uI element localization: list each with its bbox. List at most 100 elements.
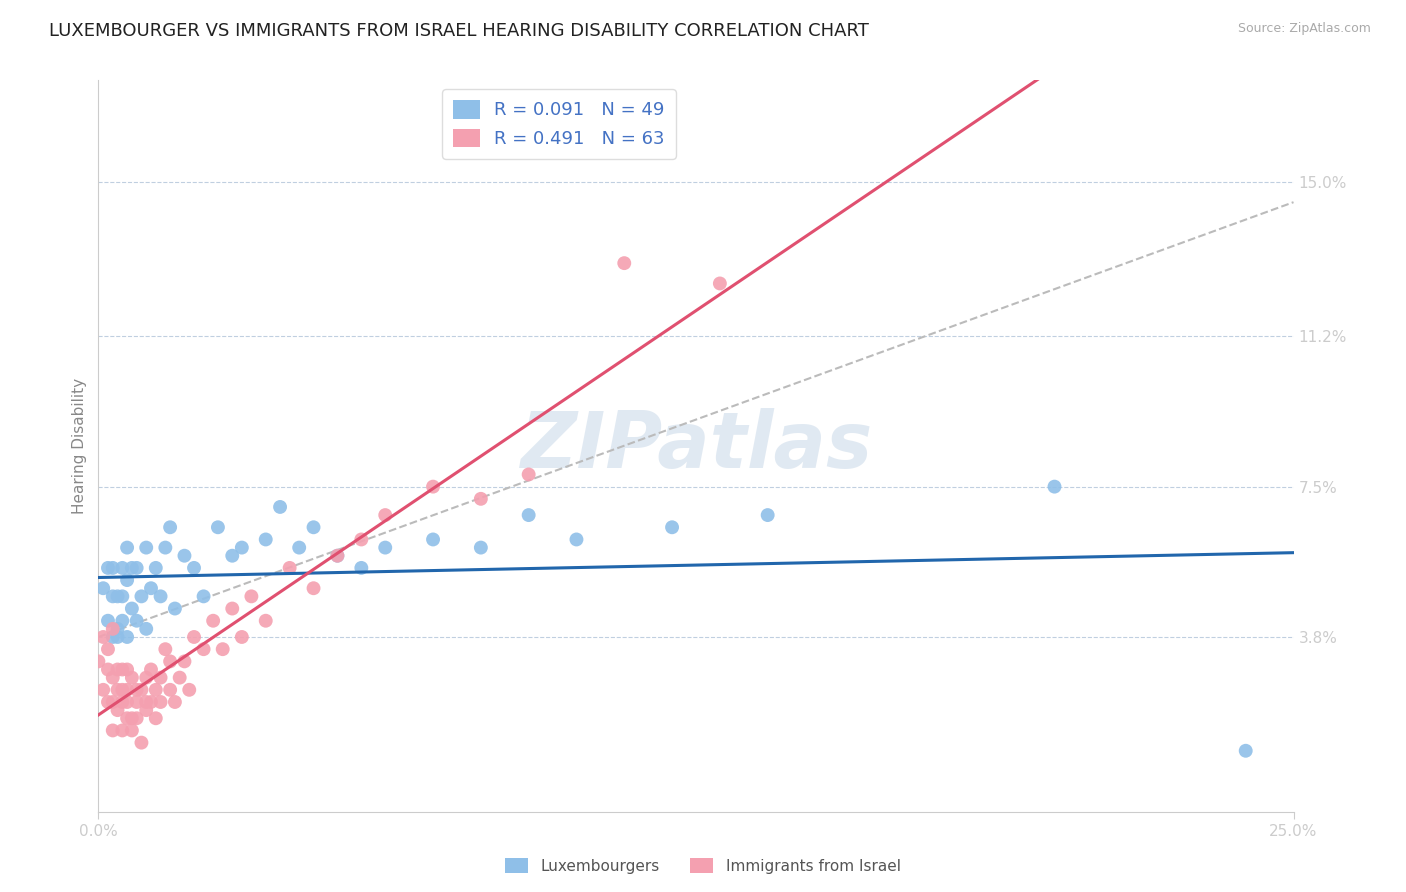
Point [115, 663, 138, 677]
Point [350, 533, 373, 547]
Point [709, 277, 731, 291]
Point [97, 663, 120, 677]
Point [125, 682, 148, 697]
Point [470, 491, 492, 506]
Point [163, 601, 186, 615]
Point [155, 541, 177, 555]
Point [115, 573, 138, 587]
Point [121, 671, 143, 685]
Point [565, 533, 588, 547]
Point [111, 590, 134, 604]
Point [422, 533, 444, 547]
Point [97, 642, 120, 657]
Point [240, 590, 263, 604]
Point [111, 695, 134, 709]
Point [121, 601, 143, 615]
Point [115, 541, 138, 555]
Text: LUXEMBOURGER VS IMMIGRANTS FROM ISRAEL HEARING DISABILITY CORRELATION CHART: LUXEMBOURGER VS IMMIGRANTS FROM ISRAEL H… [49, 22, 869, 40]
Point [91, 682, 114, 697]
Point [269, 500, 291, 514]
Point [101, 630, 124, 644]
Point [155, 642, 177, 657]
Point [101, 590, 124, 604]
Point [159, 520, 181, 534]
Point [302, 520, 325, 534]
Point [111, 723, 134, 738]
Point [139, 581, 162, 595]
Point [193, 590, 215, 604]
Point [111, 682, 134, 697]
Point [145, 561, 167, 575]
Point [101, 671, 124, 685]
Point [115, 682, 138, 697]
Point [517, 467, 540, 482]
Point [111, 561, 134, 575]
Point [135, 695, 157, 709]
Point [111, 663, 134, 677]
Point [149, 671, 172, 685]
Point [101, 622, 124, 636]
Point [121, 711, 143, 725]
Point [131, 682, 153, 697]
Point [107, 630, 129, 644]
Point [163, 695, 186, 709]
Point [101, 695, 124, 709]
Legend: Luxembourgers, Immigrants from Israel: Luxembourgers, Immigrants from Israel [499, 852, 907, 880]
Point [97, 614, 120, 628]
Point [145, 711, 167, 725]
Point [231, 541, 253, 555]
Point [115, 711, 138, 725]
Point [107, 663, 129, 677]
Point [183, 561, 205, 575]
Text: ZIPatlas: ZIPatlas [520, 408, 872, 484]
Point [288, 541, 311, 555]
Point [231, 630, 253, 644]
Point [145, 682, 167, 697]
Point [756, 508, 779, 522]
Point [125, 695, 148, 709]
Y-axis label: Hearing Disability: Hearing Disability [72, 378, 87, 514]
Point [221, 549, 243, 563]
Point [326, 549, 349, 563]
Point [350, 561, 373, 575]
Point [91, 630, 114, 644]
Point [183, 630, 205, 644]
Point [661, 520, 683, 534]
Point [211, 642, 233, 657]
Point [125, 561, 148, 575]
Point [422, 480, 444, 494]
Point [121, 561, 143, 575]
Point [97, 695, 120, 709]
Point [125, 711, 148, 725]
Point [179, 682, 201, 697]
Point [111, 614, 134, 628]
Point [207, 520, 229, 534]
Point [131, 736, 153, 750]
Point [107, 622, 129, 636]
Point [374, 541, 396, 555]
Point [159, 682, 181, 697]
Point [125, 614, 148, 628]
Point [121, 723, 143, 738]
Point [101, 561, 124, 575]
Point [159, 654, 181, 668]
Point [470, 541, 492, 555]
Point [254, 614, 277, 628]
Text: Source: ZipAtlas.com: Source: ZipAtlas.com [1237, 22, 1371, 36]
Point [115, 630, 138, 644]
Point [169, 671, 191, 685]
Point [202, 614, 225, 628]
Point [326, 549, 349, 563]
Point [173, 549, 195, 563]
Point [135, 541, 157, 555]
Point [139, 663, 162, 677]
Point [302, 581, 325, 595]
Point [87, 654, 110, 668]
Point [193, 642, 215, 657]
Point [613, 256, 636, 270]
Point [107, 703, 129, 717]
Point [135, 622, 157, 636]
Point [115, 695, 138, 709]
Legend: R = 0.091   N = 49, R = 0.491   N = 63: R = 0.091 N = 49, R = 0.491 N = 63 [441, 89, 676, 159]
Point [221, 601, 243, 615]
